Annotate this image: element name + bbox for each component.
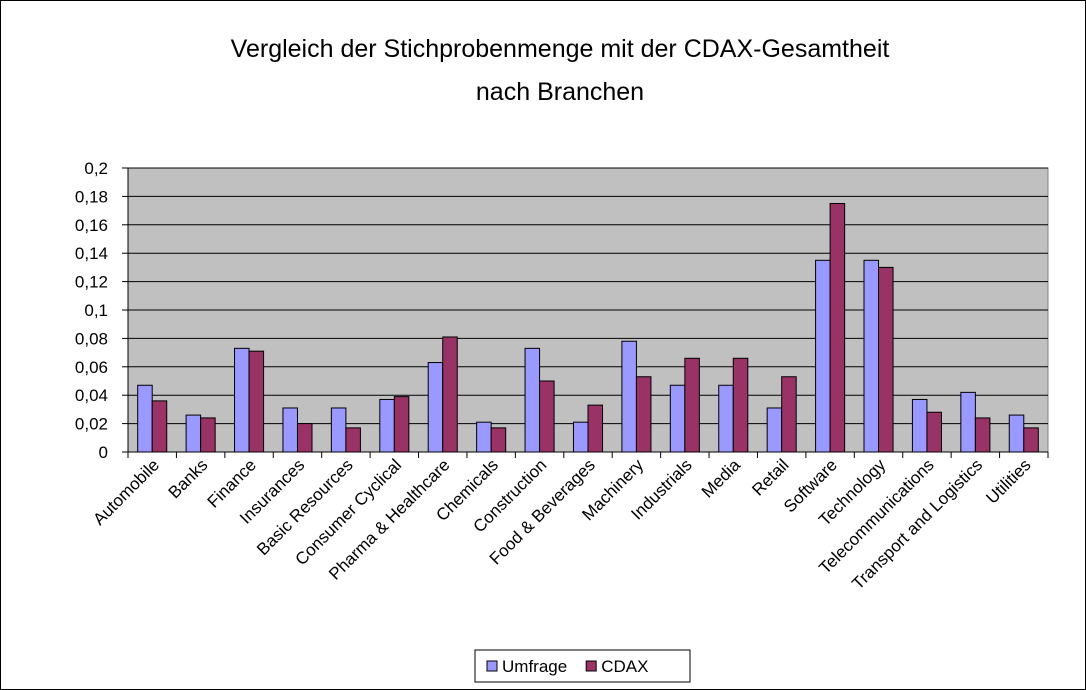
bar bbox=[1008, 414, 1025, 453]
y-tick-label: 0,16 bbox=[75, 216, 108, 235]
y-tick-label: 0,02 bbox=[75, 415, 108, 434]
chart-title: Vergleich der Stichprobenmenge mit der C… bbox=[231, 35, 890, 63]
bar bbox=[926, 411, 942, 453]
bar bbox=[572, 421, 589, 453]
legend-label: Umfrage bbox=[502, 657, 567, 676]
legend-swatch bbox=[585, 660, 597, 672]
bar bbox=[282, 407, 298, 453]
bar bbox=[345, 427, 361, 453]
y-tick-label: 0,06 bbox=[75, 358, 108, 377]
bar bbox=[829, 203, 846, 453]
bar bbox=[684, 357, 700, 453]
bar bbox=[137, 384, 153, 453]
bar bbox=[635, 376, 652, 453]
chart-title: nach Branchen bbox=[476, 78, 644, 106]
bar bbox=[393, 396, 410, 453]
bar bbox=[442, 336, 458, 453]
bar bbox=[732, 357, 749, 453]
bar bbox=[234, 347, 250, 453]
y-tick-label: 0,2 bbox=[84, 159, 108, 178]
bar bbox=[248, 350, 265, 453]
legend-label: CDAX bbox=[601, 657, 648, 676]
y-tick-label: 0,18 bbox=[75, 187, 108, 206]
bar bbox=[200, 417, 216, 453]
bar bbox=[878, 266, 894, 453]
bar bbox=[151, 400, 168, 453]
bar bbox=[296, 423, 313, 453]
y-tick-label: 0 bbox=[99, 443, 108, 462]
y-tick-label: 0,1 bbox=[84, 301, 108, 320]
bar bbox=[781, 376, 797, 453]
bar bbox=[476, 421, 492, 453]
bar bbox=[185, 414, 202, 453]
bar bbox=[1023, 427, 1039, 453]
y-tick-label: 0,04 bbox=[75, 386, 108, 405]
bar bbox=[539, 380, 555, 453]
y-tick-label: 0,08 bbox=[75, 329, 108, 348]
bar bbox=[863, 259, 880, 453]
bar bbox=[815, 259, 831, 453]
bar bbox=[718, 384, 734, 453]
bar bbox=[587, 404, 604, 453]
bar bbox=[911, 398, 928, 453]
y-tick-label: 0,12 bbox=[75, 273, 108, 292]
bar bbox=[490, 427, 507, 453]
bar bbox=[379, 398, 395, 453]
legend-box bbox=[474, 649, 691, 683]
bar bbox=[974, 417, 991, 453]
bar bbox=[330, 407, 347, 453]
bar bbox=[427, 362, 444, 453]
bar bbox=[669, 384, 686, 453]
bar bbox=[621, 340, 637, 453]
bar bbox=[960, 391, 976, 453]
y-tick-label: 0,14 bbox=[75, 244, 108, 263]
legend-swatch bbox=[486, 660, 498, 672]
bar bbox=[524, 347, 541, 453]
bar bbox=[766, 407, 783, 453]
